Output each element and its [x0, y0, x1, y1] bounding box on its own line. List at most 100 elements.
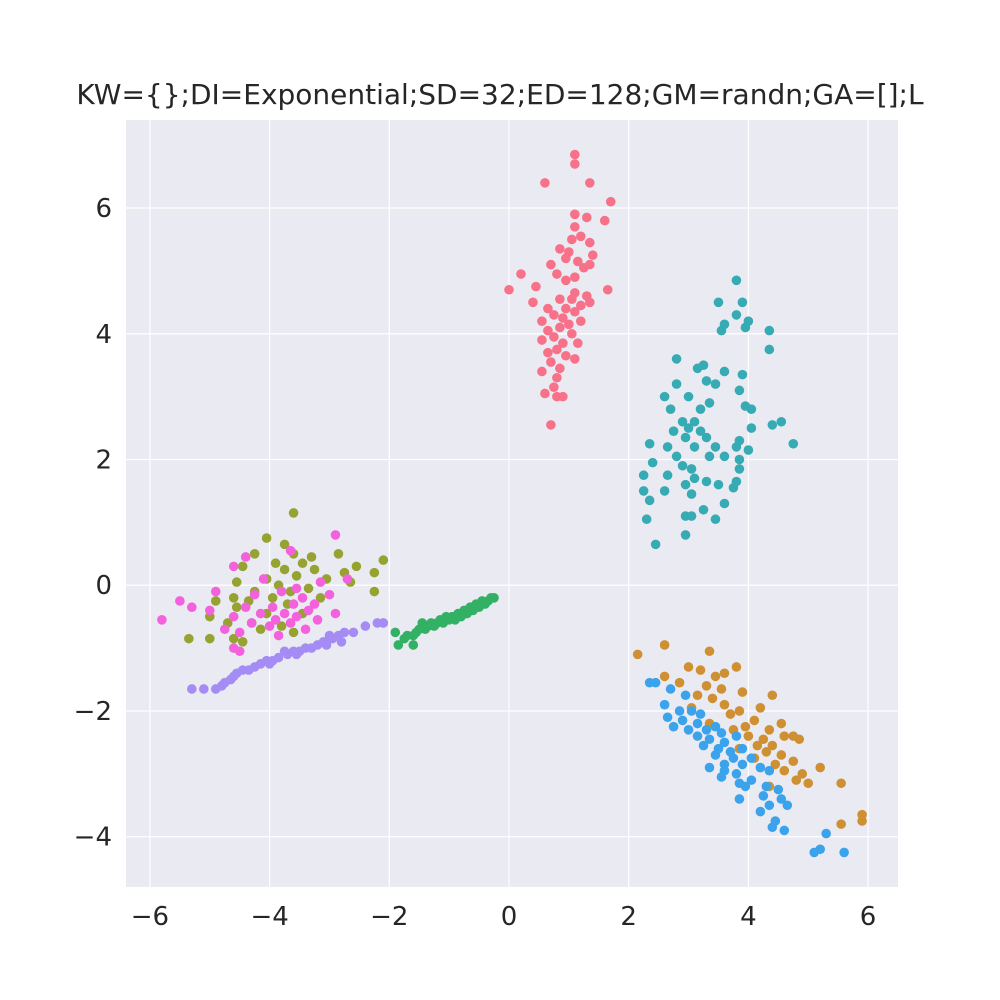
data-point [315, 593, 326, 603]
series-6 [187, 618, 389, 694]
data-point [291, 583, 302, 594]
data-point [561, 253, 571, 264]
data-point [228, 633, 239, 644]
series-3 [390, 593, 499, 650]
data-point [558, 313, 568, 323]
data-point [734, 385, 745, 396]
x-tick-label: 6 [860, 902, 877, 932]
data-point [779, 825, 790, 836]
data-point [737, 369, 748, 380]
data-point [710, 442, 721, 452]
data-point [267, 593, 278, 603]
data-point [546, 420, 556, 430]
data-point [671, 451, 682, 462]
data-point [285, 618, 296, 628]
data-point [737, 297, 748, 308]
data-point [258, 574, 269, 584]
data-point [764, 765, 775, 776]
data-point [228, 561, 239, 572]
data-point [393, 640, 404, 650]
data-point [555, 294, 565, 304]
data-point [570, 149, 580, 160]
data-point [716, 772, 727, 782]
data-point [303, 583, 314, 594]
data-point [561, 303, 571, 314]
data-point [683, 725, 694, 735]
data-point [351, 561, 362, 572]
data-point [237, 561, 248, 572]
data-point [680, 479, 691, 490]
data-point [737, 759, 748, 770]
data-point [309, 564, 320, 575]
data-point [716, 728, 727, 738]
data-point [731, 310, 742, 320]
data-point [740, 781, 751, 792]
grid-lines [126, 120, 898, 887]
data-point [776, 750, 787, 760]
data-point [704, 734, 715, 745]
data-point [668, 721, 679, 732]
data-point [701, 681, 712, 691]
data-point [570, 272, 580, 282]
data-point [803, 778, 814, 789]
data-point [264, 659, 275, 669]
data-point [704, 451, 715, 462]
data-point [689, 416, 700, 427]
data-point [537, 366, 547, 377]
data-point [770, 759, 781, 770]
data-point [210, 586, 221, 597]
data-point [558, 391, 568, 402]
data-point [558, 338, 568, 348]
data-point [599, 215, 610, 226]
data-point [204, 633, 215, 644]
data-point [567, 234, 577, 245]
data-point [719, 668, 730, 679]
data-point [665, 404, 676, 414]
data-point [704, 398, 715, 408]
y-tick-label: 0 [95, 571, 112, 601]
plot-background [126, 120, 898, 887]
data-point [249, 589, 260, 600]
data-point [764, 344, 775, 355]
data-point [324, 589, 335, 600]
data-point [686, 511, 697, 521]
data-point [276, 586, 287, 597]
data-point [794, 734, 805, 745]
data-point [291, 611, 302, 622]
data-point [773, 784, 784, 795]
data-point [731, 442, 742, 452]
data-point [659, 391, 670, 402]
data-point [270, 558, 281, 569]
data-point [677, 460, 688, 471]
data-point [695, 404, 706, 414]
data-point [584, 178, 595, 188]
data-point [584, 297, 595, 308]
data-point [528, 297, 538, 308]
data-point [857, 816, 867, 826]
data-point [650, 677, 661, 688]
series-4 [638, 275, 799, 550]
data-point [632, 649, 643, 660]
data-point [710, 750, 721, 760]
data-point [249, 548, 260, 559]
data-point [309, 599, 320, 609]
data-point [638, 486, 649, 496]
data-point [408, 640, 419, 650]
data-point [734, 464, 745, 474]
data-point [740, 322, 751, 333]
data-point [731, 769, 742, 779]
data-point [731, 731, 742, 741]
data-point [659, 486, 670, 496]
data-point [761, 781, 772, 792]
x-tick-label: 0 [501, 902, 518, 932]
data-point [279, 539, 290, 550]
data-point [686, 464, 697, 474]
data-point [689, 442, 700, 452]
data-point [776, 416, 787, 427]
data-point [701, 725, 712, 735]
series-5 [644, 677, 849, 858]
data-point [707, 693, 718, 704]
data-point [776, 794, 787, 804]
data-point [552, 372, 562, 383]
data-point [579, 262, 589, 273]
